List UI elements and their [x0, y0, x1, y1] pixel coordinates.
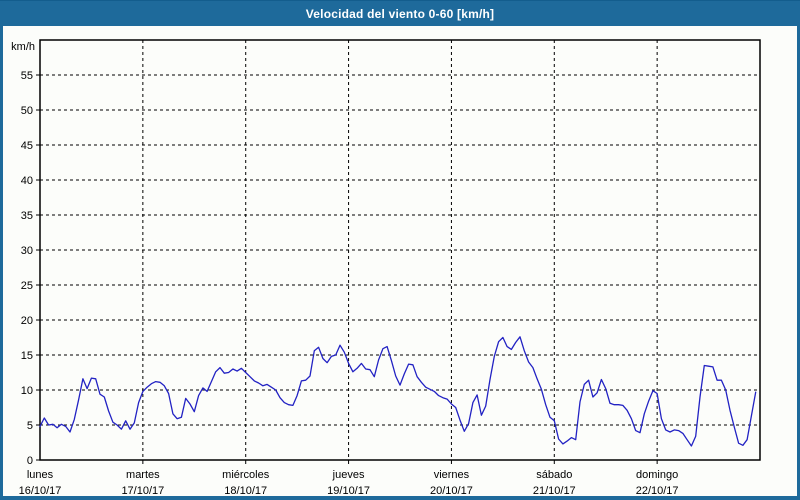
y-tick-label: 0	[27, 455, 33, 467]
y-tick-label: 15	[21, 350, 33, 362]
y-tick-label: 20	[21, 315, 33, 327]
x-date-label: 18/10/17	[224, 485, 267, 496]
x-date-label: 19/10/17	[327, 485, 370, 496]
plot-frame	[39, 39, 761, 461]
y-tick-label: 10	[21, 385, 33, 397]
x-date-label: 16/10/17	[19, 485, 62, 496]
x-day-label: sábado	[536, 469, 572, 481]
y-tick-label: 35	[21, 210, 33, 222]
x-date-label: 17/10/17	[121, 485, 164, 496]
x-date-label: 20/10/17	[430, 485, 473, 496]
x-date-label: 21/10/17	[533, 485, 576, 496]
y-tick-label: 5	[27, 420, 33, 432]
y-tick-label: 40	[21, 175, 33, 187]
x-day-label: martes	[126, 469, 160, 481]
x-day-label: lunes	[27, 469, 54, 481]
y-tick-label: 25	[21, 280, 33, 292]
y-axis-unit-label: km/h	[11, 41, 35, 53]
chart-title-bar: Velocidad del viento 0-60 [km/h]	[0, 0, 800, 27]
chart-title: Velocidad del viento 0-60 [km/h]	[305, 7, 495, 21]
x-day-label: miércoles	[222, 469, 270, 481]
wind-speed-line	[39, 336, 757, 447]
y-tick-label: 50	[21, 105, 33, 117]
wind-speed-chart: 0 5 10 15 20 25 30 35 40 45 50 55 km/h lunes 16/10/17 m…	[11, 39, 761, 497]
x-day-label: jueves	[332, 469, 365, 481]
y-tick-label: 55	[21, 70, 33, 82]
y-tick-label: 30	[21, 245, 33, 257]
x-day-label: viernes	[434, 469, 470, 481]
x-date-label: 22/10/17	[636, 485, 679, 496]
chart-area: 0 5 10 15 20 25 30 35 40 45 50 55 km/h lunes 16/10/17 m…	[3, 26, 797, 497]
x-day-label: domingo	[636, 469, 678, 481]
y-tick-label: 45	[21, 140, 33, 152]
